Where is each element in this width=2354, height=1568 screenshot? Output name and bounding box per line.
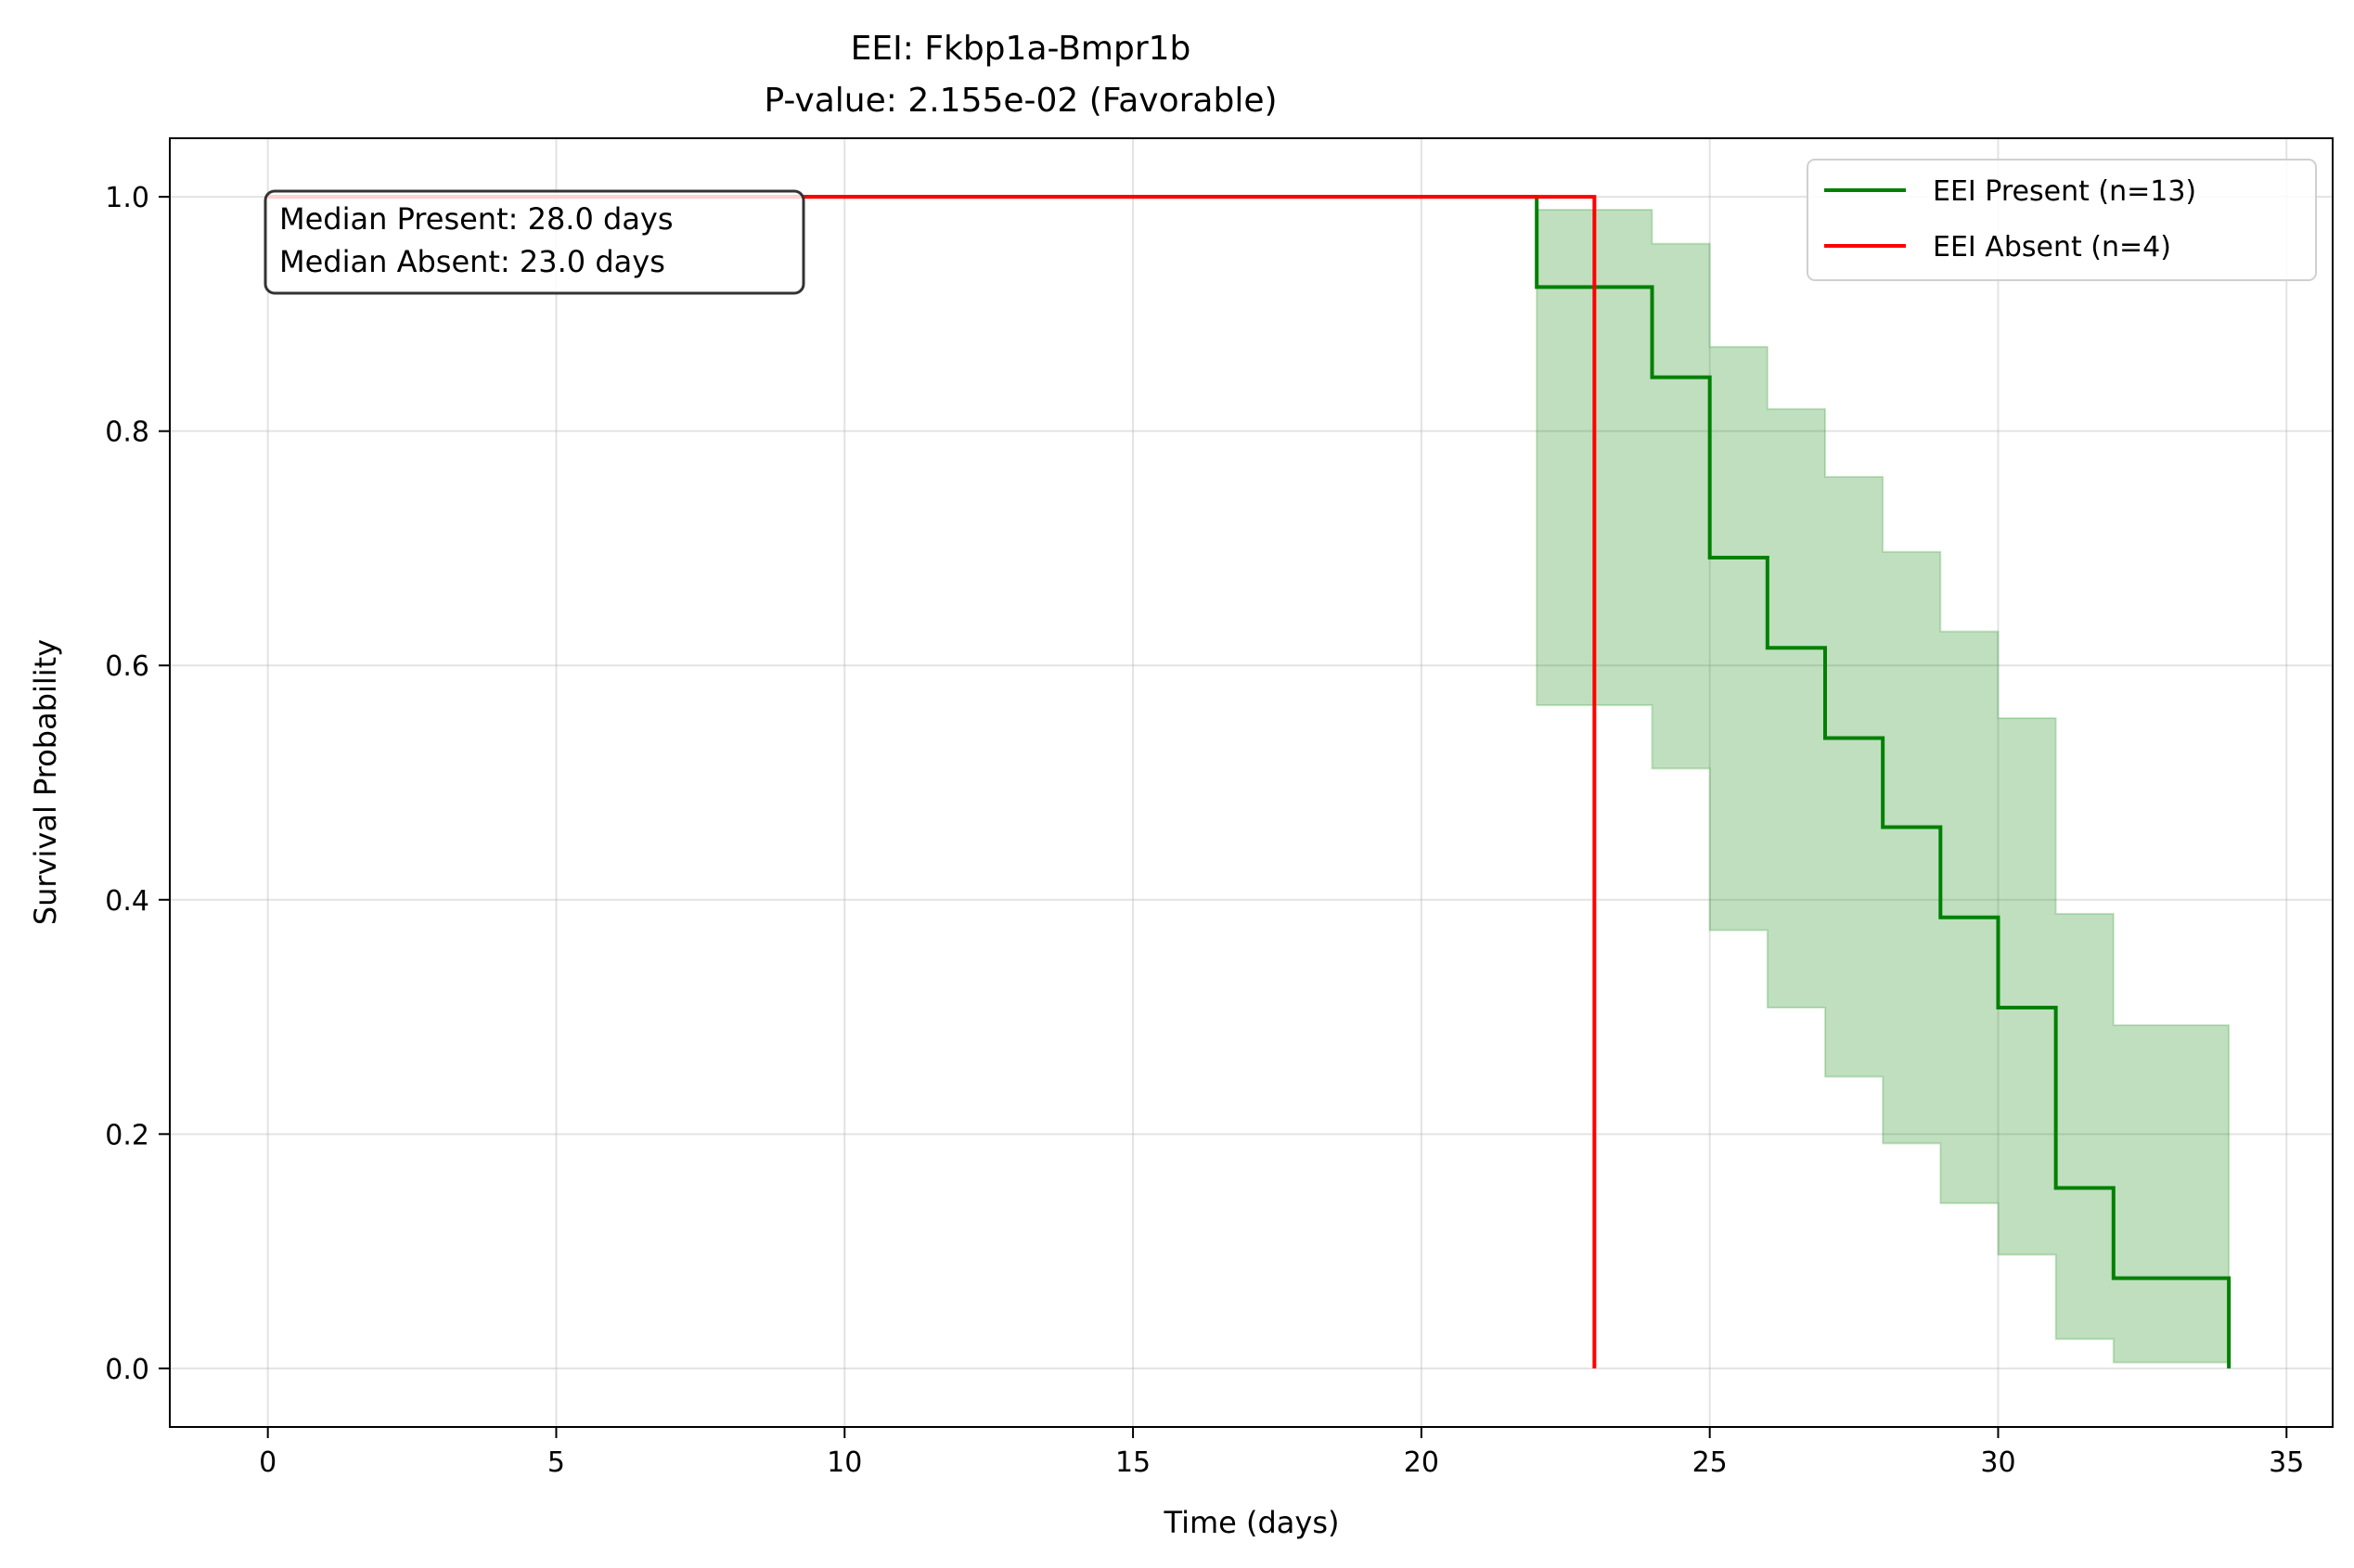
y-tick-label: 0.8 — [105, 417, 149, 449]
x-tick-label: 30 — [1980, 1446, 2015, 1479]
x-tick-label: 15 — [1115, 1446, 1151, 1479]
x-tick-label: 0 — [259, 1446, 277, 1479]
y-tick-label: 0.6 — [105, 650, 149, 683]
median-absent-text: Median Absent: 23.0 days — [279, 244, 665, 279]
x-tick-label: 10 — [827, 1446, 862, 1479]
x-tick-label: 5 — [547, 1446, 565, 1479]
y-tick-label: 0.0 — [105, 1354, 149, 1386]
plot-frame — [169, 137, 2334, 1428]
chart-subtitle: P-value: 2.155e-02 (Favorable) — [764, 82, 1277, 120]
legend-label-absent: EEI Absent (n=4) — [1933, 231, 2171, 263]
y-tick-label: 0.2 — [105, 1119, 149, 1151]
chart-title: EEI: Fkbp1a-Bmpr1b — [851, 30, 1191, 68]
y-tick-label: 0.4 — [105, 885, 149, 918]
x-tick-label: 25 — [1692, 1446, 1728, 1479]
y-axis-label: Survival Probability — [28, 639, 63, 925]
legend: EEI Present (n=13) EEI Absent (n=4) — [1807, 159, 2317, 281]
median-present-text: Median Present: 28.0 days — [279, 201, 674, 237]
legend-label-present: EEI Present (n=13) — [1933, 175, 2196, 208]
median-annotation-box: Median Present: 28.0 days Median Absent:… — [264, 189, 805, 295]
legend-frame — [1807, 159, 2317, 281]
axis-ticks: 0 5 10 15 20 25 30 35 0.0 0.2 0.4 0.6 0.8 1.0 — [105, 182, 2304, 1479]
y-tick-label: 1.0 — [105, 182, 149, 214]
x-tick-label: 20 — [1404, 1446, 1439, 1479]
x-axis-label: Time (days) — [1164, 1505, 1340, 1540]
annotation-frame — [264, 189, 805, 295]
survival-curve-present — [267, 195, 2232, 1369]
x-tick-label: 35 — [2269, 1446, 2304, 1479]
